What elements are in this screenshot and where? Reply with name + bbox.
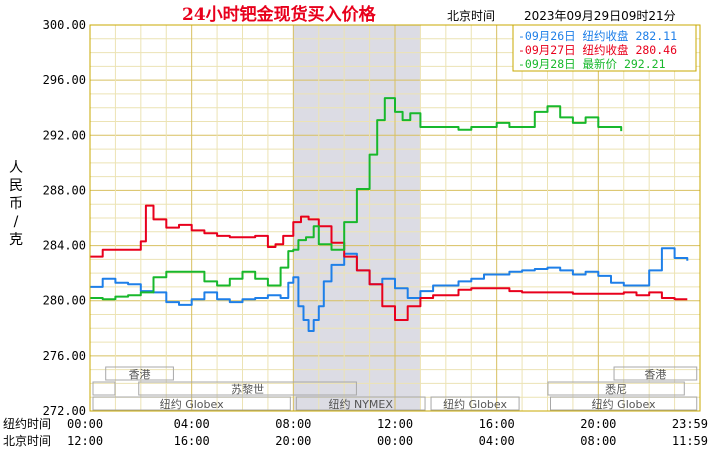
session-box <box>295 396 426 411</box>
x-tick-label: 16:00 <box>479 417 515 431</box>
subtitle-label: 北京时间 <box>447 9 495 23</box>
session-label: 悉尼 <box>605 383 627 396</box>
x-tick-label: 12:00 <box>67 434 103 448</box>
session-box <box>430 396 520 411</box>
legend-box <box>512 24 697 72</box>
y-tick-label: 288.00 <box>43 183 86 197</box>
x-tick-label: 04:00 <box>174 417 210 431</box>
x-tick-label: 20:00 <box>580 417 616 431</box>
x-tick-label: 08:00 <box>275 417 311 431</box>
x-tick-label: 20:00 <box>275 434 311 448</box>
y-tick-label: 292.00 <box>43 128 86 142</box>
legend-entry: -09月26日 纽约收盘 282.11 <box>518 29 677 43</box>
session-label: 纽约 Globex <box>160 397 224 411</box>
subtitle-datetime: 2023年09月29日09时21分 <box>524 9 676 23</box>
y-tick-labels: 300.00 296.00 292.00 288.00 284.00 280.00 276.… <box>43 18 86 418</box>
x-tick-label: 23:59 <box>672 417 708 431</box>
x-row-label: 纽约时间 <box>3 416 51 431</box>
y-axis-label-char: 币 <box>9 196 23 212</box>
session-label: 苏黎世 <box>231 382 264 396</box>
x-tick-label: 11:59 <box>672 434 708 448</box>
x-row-label: 北京时间 <box>3 434 51 448</box>
y-tick-label: 300.00 <box>43 18 86 32</box>
plot-border <box>89 24 701 412</box>
y-tick-label: 296.00 <box>43 73 86 87</box>
session-box <box>547 381 685 396</box>
session-box <box>550 396 698 411</box>
session-label: 纽约 NYMEX <box>328 397 393 411</box>
series-line <box>90 247 689 332</box>
legend-entry: -09月28日 最新价 292.21 <box>518 57 666 71</box>
x-tick-label: 08:00 <box>580 434 616 448</box>
y-axis-label-char: 克 <box>9 232 23 248</box>
x-tick-label: 12:00 <box>377 417 413 431</box>
session-box <box>105 366 174 381</box>
session-box <box>138 381 357 396</box>
x-tick-labels: 纽约时间 00:00 04:00 08:00 12:00 16:00 20:00 23:59 北… <box>3 416 708 448</box>
y-axis-label-char: 人 <box>9 160 23 176</box>
legend: -09月26日 纽约收盘 282.11-09月27日 纽约收盘 280.46-0… <box>518 29 677 71</box>
chart-title: 24小时钯金现货买入价格 <box>182 4 377 25</box>
y-axis-label-char: 民 <box>9 178 23 194</box>
session-box <box>92 396 291 411</box>
session-label: 香港 <box>129 368 151 381</box>
series-lines <box>90 97 689 332</box>
session-box <box>92 381 116 396</box>
y-tick-label: 280.00 <box>43 294 86 308</box>
y-axis-label: 人民币 / 克 <box>9 160 23 248</box>
session-label: 香港 <box>644 368 666 381</box>
x-tick-label: 00:00 <box>377 434 413 448</box>
y-tick-label: 272.00 <box>43 404 86 418</box>
series-line <box>90 204 688 321</box>
series-line <box>90 97 623 301</box>
session-box <box>613 366 698 381</box>
x-tick-label: 00:00 <box>67 417 103 431</box>
legend-entry: -09月27日 纽约收盘 280.46 <box>518 43 677 57</box>
y-axis-label-char: / <box>14 214 19 230</box>
x-tick-label: 04:00 <box>479 434 515 448</box>
x-tick-label: 16:00 <box>174 434 210 448</box>
session-label: 纽约 Globex <box>592 397 656 411</box>
session-label: 纽约 Globex <box>443 397 507 411</box>
y-tick-label: 284.00 <box>43 239 86 253</box>
y-tick-label: 276.00 <box>43 349 86 363</box>
